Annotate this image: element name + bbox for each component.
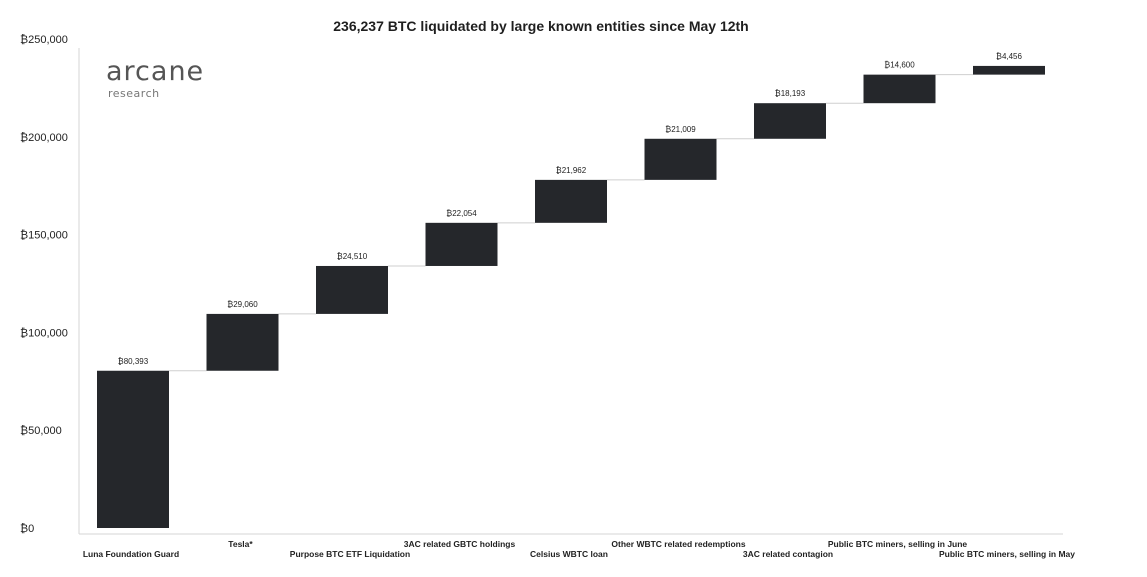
data-label: ₿21,009 <box>665 125 696 134</box>
bar <box>206 313 279 371</box>
y-tick-label: ₿150,000 <box>20 230 68 242</box>
chart-title: 236,237 BTC liquidated by large known en… <box>333 18 748 34</box>
data-label: ₿22,054 <box>446 209 477 218</box>
connectors <box>169 74 973 372</box>
bar <box>863 74 936 104</box>
data-label: ₿80,393 <box>118 357 149 366</box>
data-labels: ₿80,393 ₿29,060 ₿24,510 ₿22,054 ₿21,962 ₿21,0… <box>118 52 1023 366</box>
brand-logo: arcane research <box>106 56 204 100</box>
data-label: ₿4,456 <box>996 52 1022 61</box>
x-category-label: Public BTC miners, selling in May <box>939 549 1075 559</box>
y-tick-label: ₿50,000 <box>20 425 62 437</box>
x-category-label: 3AC related contagion <box>743 549 833 559</box>
category-labels: Luna Foundation Guard Tesla* Purpose BTC E… <box>83 539 1075 559</box>
data-label: ₿29,060 <box>227 300 258 309</box>
x-category-label: Public BTC miners, selling in June <box>828 539 968 549</box>
bar <box>316 265 388 314</box>
y-tick-label: ₿0 <box>20 523 34 535</box>
y-tick-label: ₿200,000 <box>20 132 68 144</box>
bar <box>973 65 1045 75</box>
logo-tagline: research <box>108 87 160 100</box>
bar <box>535 179 607 223</box>
x-category-label: Tesla* <box>228 539 253 549</box>
bar <box>754 103 826 139</box>
x-category-label: Luna Foundation Guard <box>83 549 179 559</box>
bar <box>644 138 717 180</box>
data-label: ₿18,193 <box>775 89 806 98</box>
x-category-label: 3AC related GBTC holdings <box>404 539 516 549</box>
y-tick-label: ₿100,000 <box>20 327 68 339</box>
bar <box>425 222 498 266</box>
y-axis-ticks: ₿0 ₿50,000 ₿100,000 ₿150,000 ₿200,000 ₿250,00… <box>20 34 68 535</box>
y-tick-label: ₿250,000 <box>20 34 68 46</box>
data-label: ₿24,510 <box>337 252 368 261</box>
data-label: ₿14,600 <box>884 61 915 70</box>
x-category-label: Other WBTC related redemptions <box>611 539 745 549</box>
bars <box>97 65 1045 528</box>
data-label: ₿21,962 <box>556 166 587 175</box>
logo-wordmark: arcane <box>106 56 204 87</box>
x-category-label: Purpose BTC ETF Liquidation <box>290 549 410 559</box>
x-category-label: Celsius WBTC loan <box>530 549 608 559</box>
bar <box>97 370 169 528</box>
